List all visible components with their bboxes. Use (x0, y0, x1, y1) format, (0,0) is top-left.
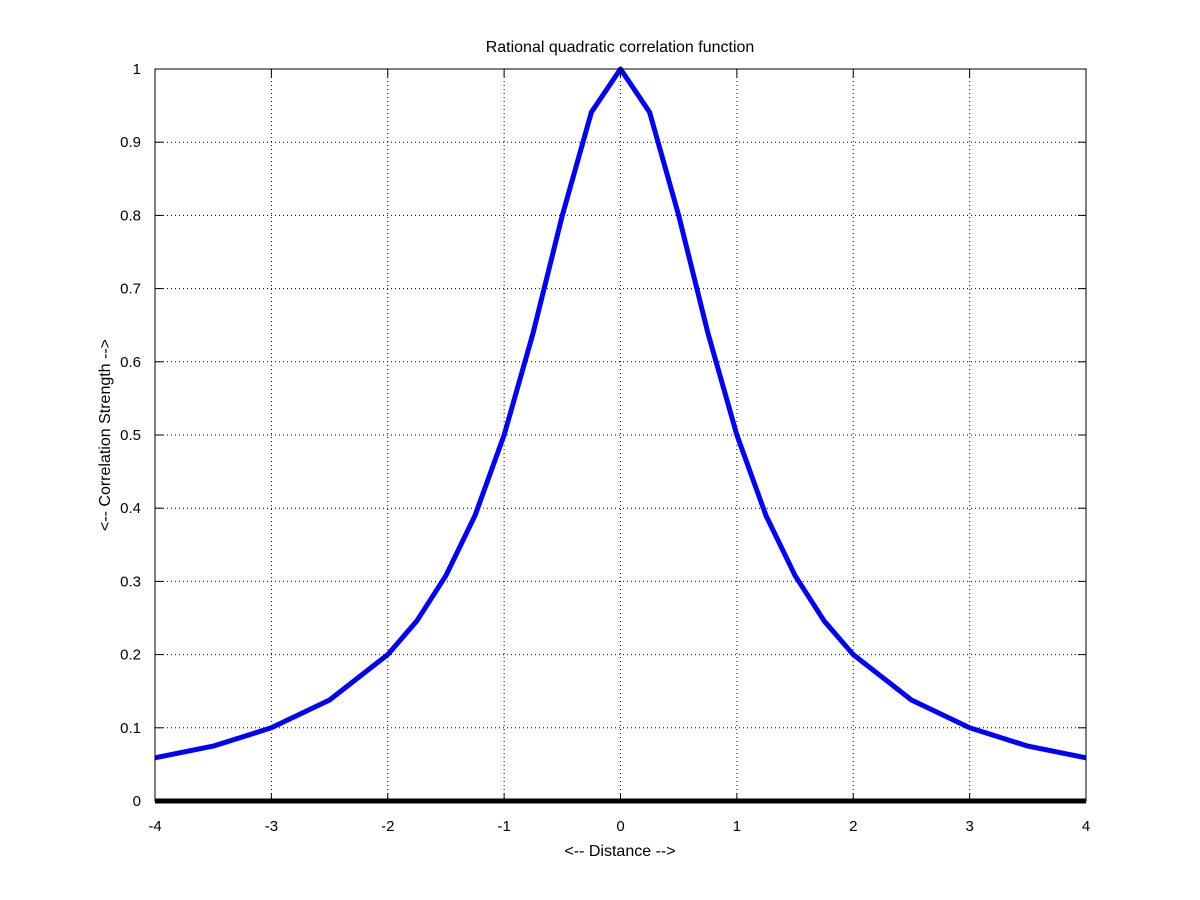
y-tick-label: 0.4 (120, 500, 141, 517)
x-tick-label: 3 (965, 818, 973, 835)
x-tick-label: -2 (381, 818, 394, 835)
y-tick-label: 1 (133, 61, 141, 78)
y-axis-label: <-- Correlation Strength --> (97, 339, 114, 531)
x-tick-label: -1 (497, 818, 510, 835)
ticks: -4 -3 -2 -1 0 1 2 3 4 0 0.1 0.2 0.3 0.4 0.5 0.6 0.7 0.8 0.… (120, 61, 1090, 835)
y-tick-label: 0.6 (120, 354, 141, 371)
x-tick-label: -4 (148, 818, 161, 835)
chart-title: Rational quadratic correlation function (486, 39, 755, 56)
x-tick-label: 0 (616, 818, 624, 835)
y-tick-label: 0.5 (120, 427, 141, 444)
y-tick-label: 0.9 (120, 134, 141, 151)
y-tick-label: 0.8 (120, 207, 141, 224)
y-tick-label: 0 (133, 793, 141, 810)
x-tick-label: 4 (1082, 818, 1090, 835)
y-tick-label: 0.1 (120, 720, 141, 737)
plot-background (155, 69, 1086, 801)
x-tick-label: 1 (733, 818, 741, 835)
y-tick-label: 0.3 (120, 573, 141, 590)
x-axis-label: <-- Distance --> (564, 843, 675, 860)
x-tick-label: -3 (265, 818, 278, 835)
y-tick-label: 0.2 (120, 647, 141, 664)
y-tick-label: 0.7 (120, 281, 141, 298)
x-tick-label: 2 (849, 818, 857, 835)
